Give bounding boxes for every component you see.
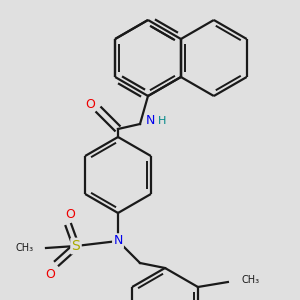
Text: N: N — [145, 115, 155, 128]
Text: O: O — [85, 98, 95, 112]
Text: S: S — [72, 239, 80, 253]
Text: CH₃: CH₃ — [16, 243, 34, 253]
Text: CH₃: CH₃ — [242, 275, 260, 285]
Text: O: O — [45, 268, 55, 281]
Text: O: O — [65, 208, 75, 221]
Text: H: H — [158, 116, 166, 126]
Text: N: N — [113, 235, 123, 248]
